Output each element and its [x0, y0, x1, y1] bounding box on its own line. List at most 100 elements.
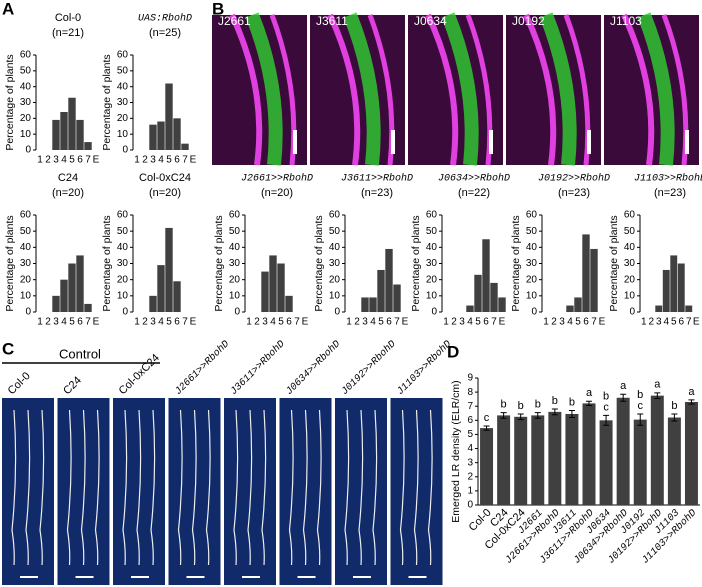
x-tick-label: 4 [467, 317, 473, 328]
y-tick-label: 40 [229, 242, 241, 253]
photo-label: J1103>>RbohD [395, 338, 454, 397]
y-tick-label: 60 [526, 210, 538, 221]
bar [590, 248, 598, 312]
y-tick-label: 30 [229, 258, 241, 269]
bar [480, 428, 494, 505]
x-tick-label: 1 [134, 155, 140, 166]
photo-label: J0634>>RbohD [284, 338, 343, 397]
root [66, 409, 72, 566]
bar [173, 281, 181, 312]
x-tick-label: E [302, 317, 309, 328]
photo-label: J3611>>RbohD [228, 338, 287, 397]
y-axis-title: Percentage of plants [510, 215, 522, 311]
scale-bar [186, 576, 205, 578]
y-tick-label: 50 [624, 226, 636, 237]
x-tick-label: 2 [354, 317, 360, 328]
scale-bar [242, 576, 260, 578]
photo-label: J2661>>RbohD [173, 338, 232, 397]
y-tick-label: 0 [122, 145, 128, 156]
bar [165, 227, 173, 312]
chart-title: C24 [58, 172, 78, 184]
x-tick-label: E [499, 317, 506, 328]
y-axis-title: Percentage of plants [4, 215, 16, 311]
y-tick-label: 40 [624, 242, 636, 253]
bar [548, 411, 562, 505]
root-signal [637, 12, 675, 166]
root-signal [539, 12, 577, 166]
x-tick-label: E [402, 317, 409, 328]
bar [490, 282, 498, 312]
y-axis-title: Percentage of plants [101, 54, 113, 150]
bar [165, 83, 173, 150]
chart-title: J0192>>RbohD [538, 173, 610, 185]
x-tick-label: 4 [61, 155, 67, 166]
x-tick-label: 5 [278, 317, 284, 328]
significance-letter: b [501, 398, 507, 410]
y-tick-label: 50 [117, 65, 129, 76]
x-tick-label: 7 [182, 155, 188, 166]
micrograph-label: J3611 [316, 14, 348, 28]
root [122, 409, 128, 566]
x-tick-label: 3 [459, 317, 465, 328]
error-bar [568, 409, 575, 419]
y-axis-title: Percentage of plants [608, 215, 620, 311]
chart-title: Col-0xC24 [139, 172, 191, 184]
y-tick-label: 60 [229, 210, 241, 221]
x-tick-label: 7 [591, 317, 597, 328]
chart-subtitle: (n=23) [361, 187, 393, 199]
micrograph-label: J2661 [218, 14, 251, 28]
x-tick-label: 3 [150, 317, 156, 328]
y-tick-label: 0 [334, 307, 340, 318]
root [136, 409, 142, 566]
x-tick-label: 1 [543, 317, 549, 328]
x-tick-label: 7 [294, 317, 300, 328]
bar [482, 239, 490, 312]
error-bar [671, 413, 678, 422]
x-tick-label: 7 [182, 317, 188, 328]
bar [277, 263, 285, 312]
y-tick-label: 60 [624, 210, 636, 221]
y-tick-label: 40 [117, 81, 129, 92]
y-tick-label: 20 [329, 274, 341, 285]
root [261, 409, 267, 566]
bar [566, 305, 574, 312]
scale-bar [297, 576, 316, 578]
micrograph-label: J1103 [610, 14, 642, 28]
significance-letter: a [654, 379, 661, 391]
x-tick-label: 4 [61, 317, 67, 328]
bar [157, 121, 165, 150]
x-tick-label: 2 [254, 317, 260, 328]
bar [269, 255, 277, 312]
y-tick-label: 50 [426, 226, 438, 237]
root [302, 409, 308, 566]
bar [76, 119, 84, 150]
bar [677, 263, 685, 312]
chart-subtitle: (n=22) [458, 187, 490, 199]
bar [655, 305, 663, 312]
root [372, 409, 378, 566]
x-tick-label: 6 [174, 317, 180, 328]
significance-letter: b [535, 398, 541, 410]
x-tick-label: E [93, 317, 100, 328]
chart-title: J0634>>RbohD [438, 173, 510, 185]
bar [377, 269, 385, 312]
x-tick-label: 6 [77, 155, 83, 166]
y-axis-title: Percentage of plants [213, 215, 225, 311]
scale-bar [293, 130, 297, 154]
bar [60, 279, 68, 312]
x-tick-label: 5 [69, 155, 75, 166]
y-tick-label: 10 [229, 290, 241, 301]
chart-subtitle: (n=20) [261, 187, 293, 199]
significance-letter: b [671, 400, 677, 412]
scale-bar [489, 130, 493, 154]
root-outline [621, 13, 655, 166]
y-tick-label: 6 [467, 415, 473, 426]
bar [369, 297, 377, 312]
root-outline [425, 13, 459, 166]
y-tick-label: 50 [117, 226, 129, 237]
y-tick-label: 50 [229, 226, 241, 237]
y-tick-label: 0 [467, 500, 473, 511]
y-tick-label: 40 [117, 242, 129, 253]
